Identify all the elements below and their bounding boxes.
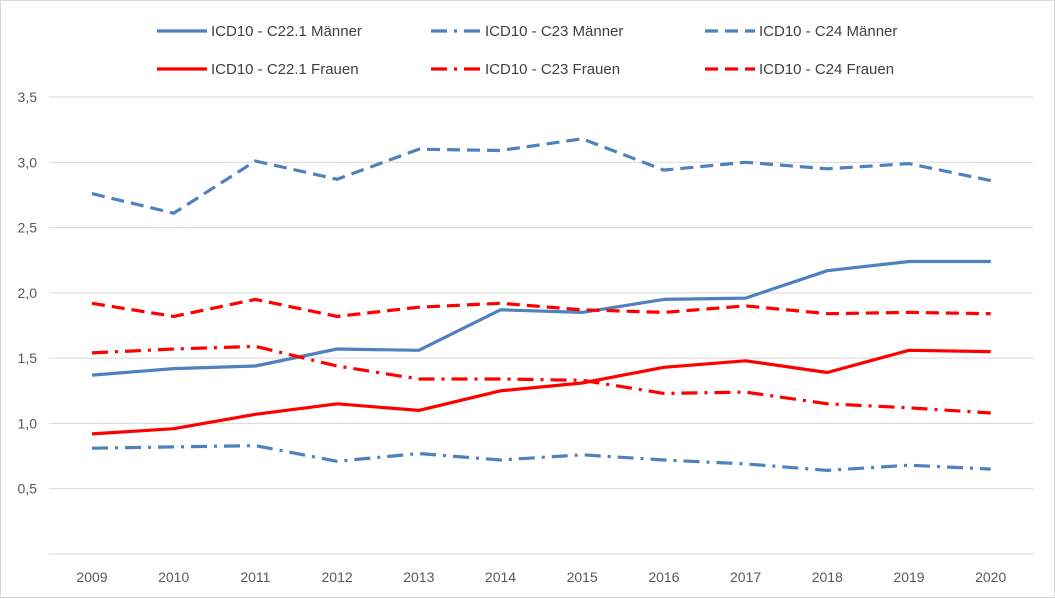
legend-label: ICD10 - C23 Männer bbox=[485, 23, 623, 40]
x-tick-label: 2012 bbox=[322, 569, 353, 585]
y-tick-label: 1,0 bbox=[18, 415, 38, 431]
x-tick-label: 2016 bbox=[648, 569, 679, 585]
x-tick-label: 2018 bbox=[812, 569, 843, 585]
y-tick-label: 2,5 bbox=[18, 220, 38, 236]
x-tick-label: 2019 bbox=[893, 569, 924, 585]
y-tick-label: 3,0 bbox=[18, 154, 38, 170]
series-line-5 bbox=[91, 344, 991, 415]
x-tick-label: 2013 bbox=[403, 569, 434, 585]
x-tick-label: 2017 bbox=[730, 569, 761, 585]
data-series bbox=[91, 137, 992, 472]
x-tick-label: 2020 bbox=[975, 569, 1006, 585]
legend-label: ICD10 - C22.1 Frauen bbox=[211, 61, 359, 78]
x-tick-label: 2011 bbox=[240, 569, 270, 585]
y-tick-label: 2,0 bbox=[18, 285, 38, 301]
x-axis-tick-labels: 2009 2010 2011 2012 2013 2014 2015 2016 2017 2018… bbox=[76, 569, 1006, 585]
y-tick-label: 0,5 bbox=[18, 481, 38, 497]
x-tick-label: 2014 bbox=[485, 569, 516, 585]
legend-label: ICD10 - C22.1 Männer bbox=[211, 23, 362, 40]
legend-label: ICD10 - C24 Männer bbox=[759, 23, 897, 40]
x-tick-label: 2009 bbox=[76, 569, 107, 585]
series-line-1 bbox=[91, 259, 991, 377]
gridlines bbox=[49, 96, 1033, 555]
series-line-2 bbox=[91, 444, 991, 472]
series-line-6 bbox=[91, 297, 991, 318]
x-tick-label: 2010 bbox=[158, 569, 189, 585]
legend-label: ICD10 - C24 Frauen bbox=[759, 61, 894, 78]
y-tick-label: 3,5 bbox=[18, 89, 38, 105]
legend-label: ICD10 - C23 Frauen bbox=[485, 61, 620, 78]
y-tick-label: 1,5 bbox=[18, 350, 38, 366]
y-axis-tick-labels: 0,5 1,0 1,5 2,0 2,5 3,0 3,5 bbox=[18, 89, 38, 497]
x-tick-label: 2015 bbox=[567, 569, 598, 585]
series-line-3 bbox=[91, 137, 992, 215]
legend: ICD10 - C22.1 Männer ICD10 - C23 Männer IC… bbox=[157, 23, 897, 78]
series-line-4 bbox=[91, 348, 991, 436]
